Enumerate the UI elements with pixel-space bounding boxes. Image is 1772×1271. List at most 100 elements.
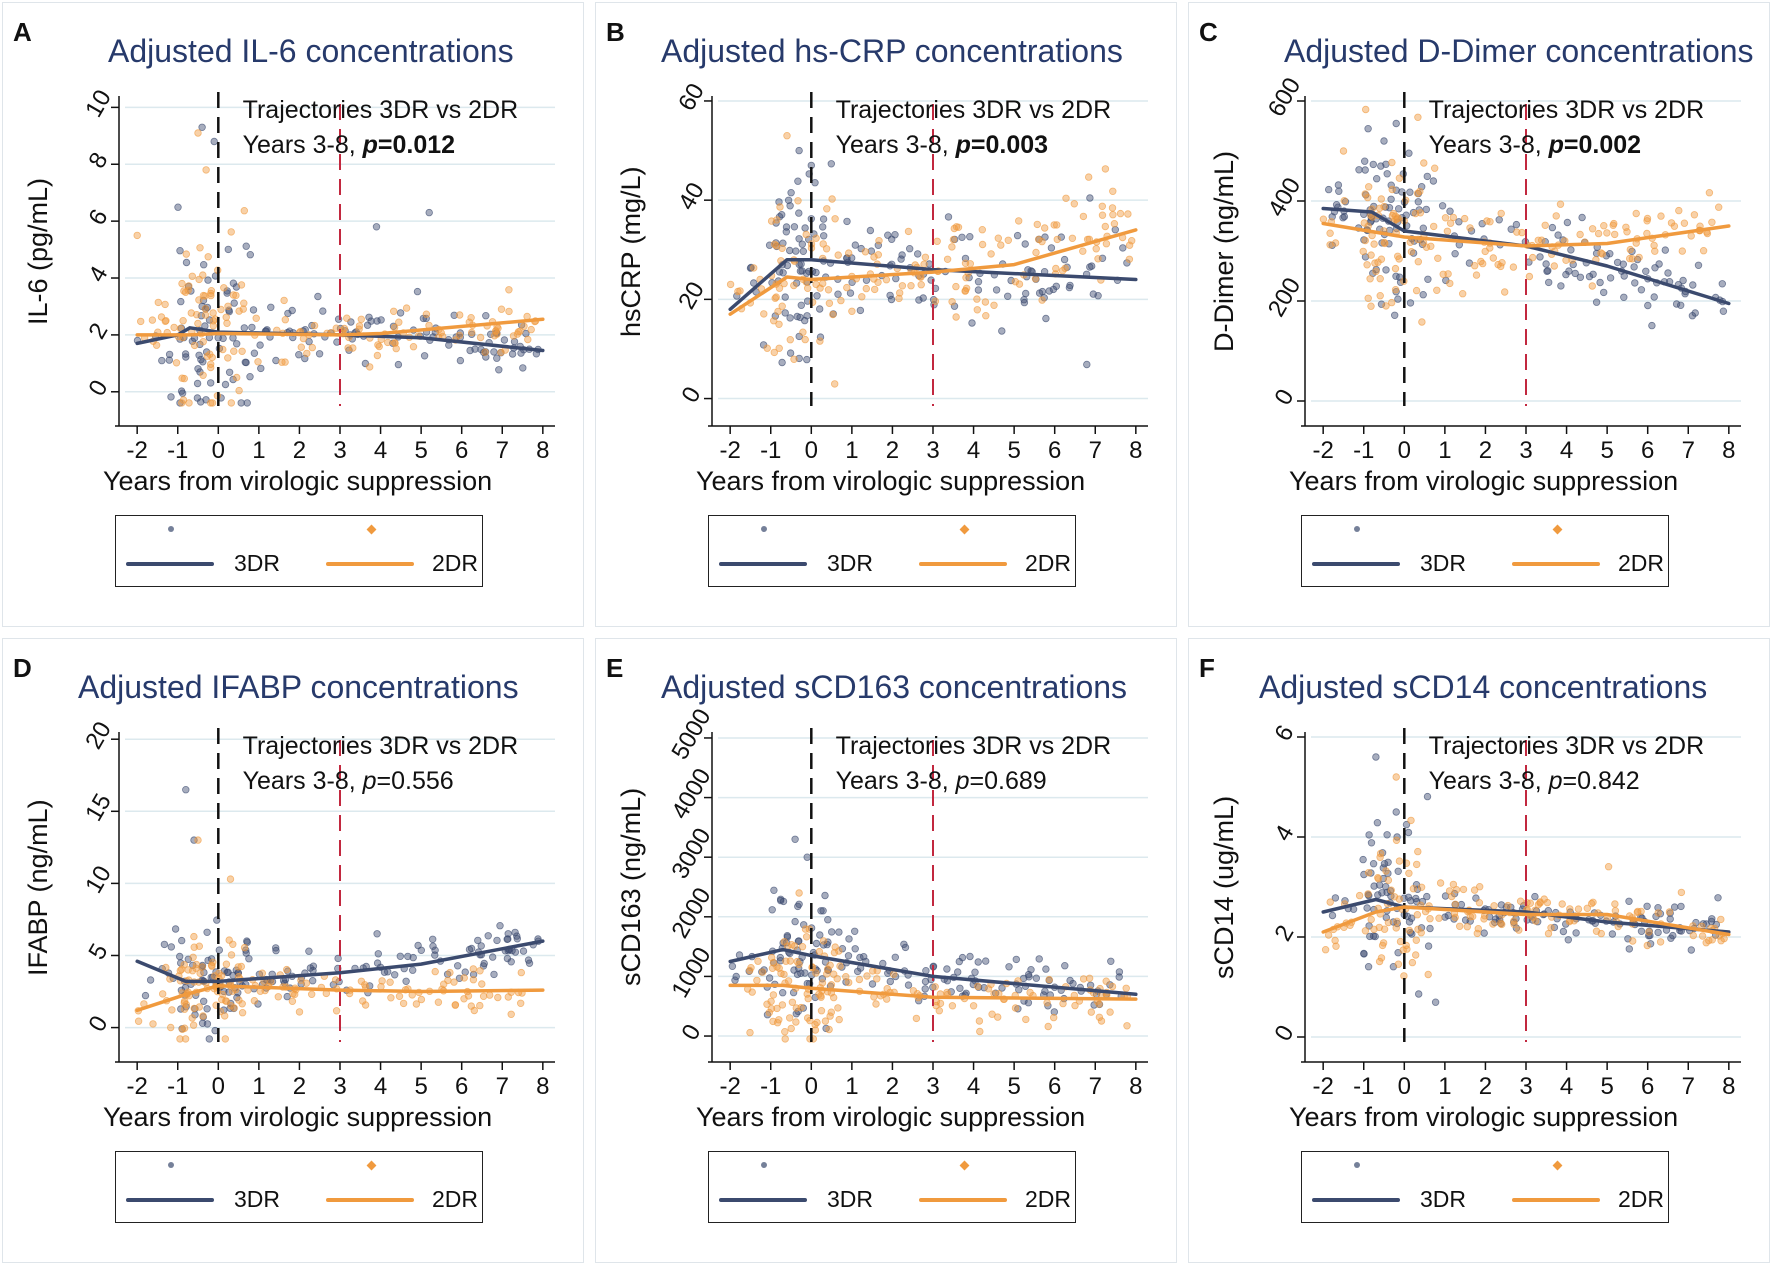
scatter-point [1038, 287, 1047, 296]
scatter-point [1576, 230, 1584, 239]
scatter-point [843, 217, 851, 226]
scatter-point [272, 946, 280, 955]
scatter-point [1452, 885, 1461, 894]
x-tick-label: 4 [967, 437, 980, 464]
scatter-point [1626, 254, 1634, 263]
scatter-point [1361, 105, 1370, 114]
scatter-point [1123, 1022, 1131, 1030]
scatter-point [1043, 999, 1051, 1007]
scatter-point [769, 991, 778, 999]
scatter-point [884, 231, 892, 239]
scatter-point [1516, 897, 1525, 905]
scatter-point [1643, 902, 1651, 910]
scatter-point [1510, 920, 1518, 928]
scatter-point [776, 203, 784, 211]
scatter-point [210, 137, 218, 146]
scatter-point [170, 323, 178, 332]
legend-line-3dr [126, 562, 214, 566]
scatter-point [1389, 209, 1398, 218]
x-tick-label: -2 [126, 1073, 147, 1100]
scatter-point [958, 953, 967, 962]
x-tick-label: 0 [1398, 1073, 1411, 1100]
scatter-point [892, 274, 900, 283]
scatter-point [1069, 979, 1077, 988]
scatter-point [801, 925, 810, 933]
scatter-point [758, 968, 767, 976]
scatter-point [179, 317, 187, 325]
scatter-point [1405, 869, 1413, 877]
scatter-point [1367, 915, 1375, 924]
scatter-point [791, 917, 799, 926]
scatter-point [513, 932, 521, 940]
scatter-point [990, 301, 998, 309]
scatter-point [171, 925, 180, 933]
scatter-point [357, 977, 366, 985]
scatter-point [1109, 187, 1117, 195]
p-value-annotation: Trajectories 3DR vs 2DR Years 3-8, p=0.55… [243, 729, 519, 799]
scatter-point [1032, 248, 1040, 257]
scatter-point [1703, 229, 1712, 238]
scatter-point [454, 962, 462, 970]
scatter-point [1637, 286, 1646, 294]
scatter-point [763, 1000, 771, 1008]
trajectory-line-2dr [135, 317, 545, 337]
scatter-point [1574, 905, 1583, 913]
scatter-point [870, 253, 878, 261]
scatter-point [792, 247, 800, 255]
scatter-point [157, 313, 166, 321]
x-axis-label: Years from virologic suppression [1289, 1102, 1679, 1132]
scatter-point [399, 999, 408, 1008]
scatter-point [1494, 260, 1502, 269]
scatter-point [799, 328, 807, 336]
scatter-point [906, 244, 914, 253]
scatter-point [1463, 923, 1471, 931]
scatter-point [396, 309, 405, 317]
legend-marker-3dr [1354, 1162, 1360, 1168]
legend-marker-2dr [959, 524, 970, 535]
scatter-point [238, 347, 246, 355]
scatter-point [1412, 286, 1421, 295]
scatter-point [1395, 255, 1403, 263]
annotation-line2: Years 3-8, p=0.842 [1429, 764, 1705, 799]
scatter-point [1420, 159, 1428, 167]
scatter-point [1372, 267, 1380, 276]
scatter-point [795, 146, 803, 155]
scatter-point [1407, 914, 1416, 922]
scatter-point [1332, 200, 1341, 209]
scatter-point [222, 313, 230, 321]
scatter-point [791, 835, 799, 843]
y-tick-label: 0 [83, 375, 113, 400]
scatter-point [856, 953, 864, 962]
scatter-point [1326, 229, 1334, 237]
x-tick-label: 0 [805, 1073, 818, 1100]
scatter-point [773, 1004, 781, 1013]
scatter-point [182, 785, 190, 794]
scatter-point [525, 959, 534, 967]
scatter-point [830, 380, 839, 388]
scatter-point [1364, 183, 1373, 191]
scatter-point [1651, 247, 1659, 255]
legend: 3DR 2DR [1301, 515, 1669, 587]
x-tick-label: 5 [1007, 1073, 1020, 1100]
scatter-point [851, 945, 859, 953]
scatter-point [235, 996, 243, 1004]
y-tick-label: 1000 [666, 943, 716, 1003]
scatter-point [1369, 859, 1378, 868]
scatter-point [821, 891, 829, 900]
scatter-point [1715, 203, 1723, 211]
scatter-point [1367, 839, 1376, 847]
p-value: p=0.002 [1548, 131, 1642, 159]
scatter-point [402, 977, 410, 985]
scatter-point [493, 936, 501, 945]
scatter-point [1417, 883, 1426, 891]
scatter-point [1564, 936, 1572, 944]
p-value: p=0.556 [362, 767, 454, 795]
scatter-point [1536, 898, 1544, 906]
scatter-point [826, 961, 834, 969]
scatter-point [1095, 1013, 1104, 1021]
scatter-point [1670, 222, 1679, 230]
scatter-point [1366, 932, 1374, 941]
scatter-point [765, 1008, 773, 1017]
scatter-point [373, 317, 381, 325]
scatter-point [1079, 975, 1088, 983]
